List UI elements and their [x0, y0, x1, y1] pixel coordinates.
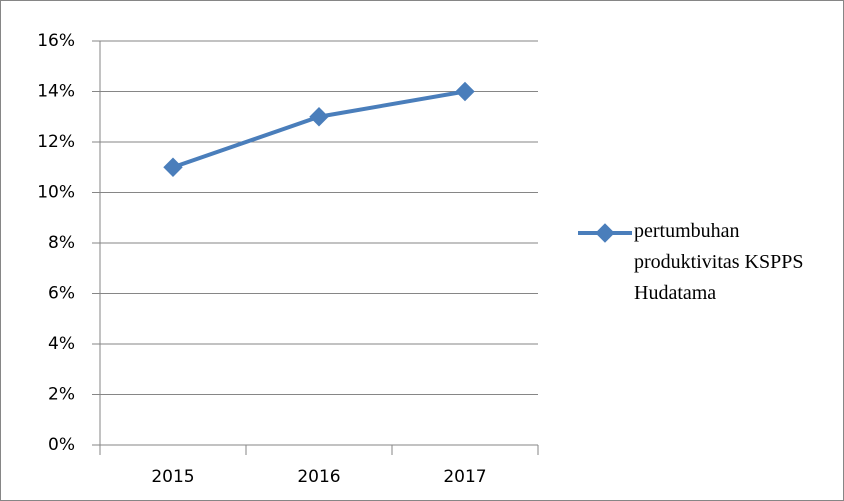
y-tick-label: 8%: [48, 233, 75, 253]
y-tick-label: 4%: [48, 334, 75, 354]
marker: [309, 107, 329, 127]
y-tick-label: 6%: [48, 284, 75, 304]
y-tick-label: 16%: [37, 31, 75, 51]
x-tick-label: 2015: [151, 467, 194, 487]
y-tick-label: 0%: [48, 435, 75, 455]
legend-label: pertumbuhan produktivitas KSPPS Hudatama: [634, 220, 804, 304]
marker: [163, 157, 183, 177]
x-tick-label: 2017: [443, 467, 486, 487]
legend-item: pertumbuhan produktivitas KSPPS Hudatama: [634, 220, 804, 304]
y-tick-label: 12%: [37, 132, 75, 152]
y-tick-label: 2%: [48, 385, 75, 405]
x-tick-label: 2016: [297, 467, 340, 487]
marker: [455, 81, 475, 102]
y-tick-label: 14%: [37, 82, 75, 102]
legend-marker: [595, 223, 615, 243]
y-tick-label: 10%: [37, 183, 75, 203]
